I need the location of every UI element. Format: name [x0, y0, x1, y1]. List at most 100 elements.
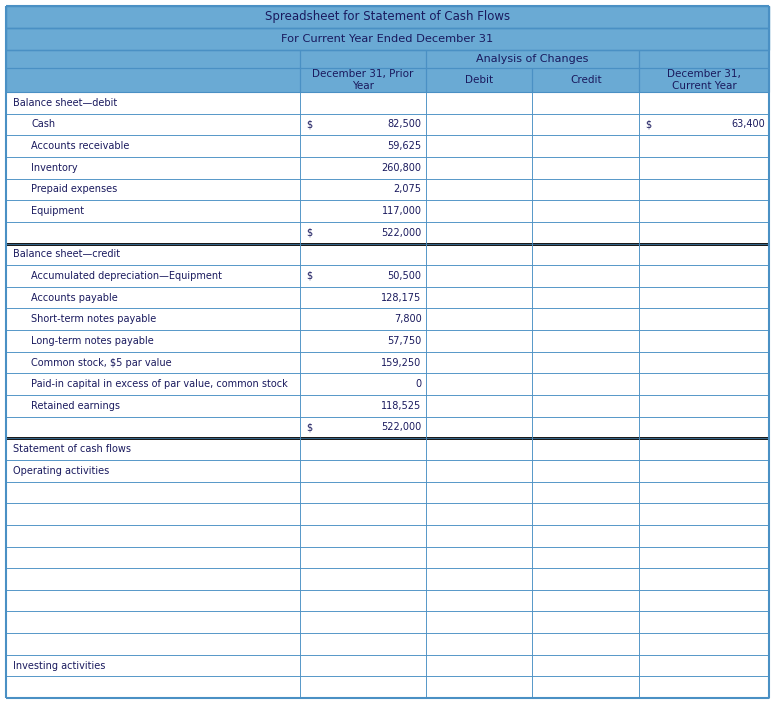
Bar — [532, 308, 639, 330]
Bar — [425, 439, 532, 460]
Bar — [300, 135, 425, 157]
Text: 50,500: 50,500 — [388, 271, 422, 281]
Bar — [639, 265, 769, 287]
Bar — [300, 308, 425, 330]
Bar — [532, 287, 639, 308]
Bar — [532, 568, 639, 590]
Bar — [6, 330, 300, 352]
Text: $: $ — [306, 271, 312, 281]
Bar — [532, 330, 639, 352]
Text: 128,175: 128,175 — [381, 293, 422, 303]
Bar — [425, 113, 532, 135]
Bar — [639, 244, 769, 265]
Bar — [639, 633, 769, 655]
Bar — [639, 655, 769, 677]
Bar — [6, 482, 300, 503]
Bar — [6, 373, 300, 395]
Bar — [639, 92, 769, 113]
Text: Cash: Cash — [31, 120, 55, 130]
Text: December 31,
Current Year: December 31, Current Year — [667, 69, 741, 91]
Text: Credit: Credit — [570, 75, 601, 85]
Bar — [300, 568, 425, 590]
Bar — [425, 135, 532, 157]
Bar — [639, 200, 769, 222]
Bar — [300, 482, 425, 503]
Bar — [425, 655, 532, 677]
Bar — [300, 157, 425, 179]
Bar — [639, 373, 769, 395]
Bar — [639, 460, 769, 482]
Bar — [6, 395, 300, 417]
Bar — [639, 68, 769, 92]
Bar — [300, 352, 425, 373]
Text: $: $ — [306, 422, 312, 432]
Text: Analysis of Changes: Analysis of Changes — [477, 54, 589, 64]
Bar — [532, 525, 639, 546]
Bar — [532, 244, 639, 265]
Bar — [6, 352, 300, 373]
Bar — [425, 50, 639, 68]
Bar — [532, 612, 639, 633]
Bar — [639, 439, 769, 460]
Bar — [6, 287, 300, 308]
Bar — [300, 417, 425, 439]
Bar — [532, 482, 639, 503]
Text: Accumulated depreciation—Equipment: Accumulated depreciation—Equipment — [31, 271, 222, 281]
Bar — [532, 655, 639, 677]
Bar — [532, 503, 639, 525]
Text: Inventory: Inventory — [31, 163, 78, 172]
Text: Long-term notes payable: Long-term notes payable — [31, 336, 153, 346]
Bar — [639, 287, 769, 308]
Text: Spreadsheet for Statement of Cash Flows: Spreadsheet for Statement of Cash Flows — [265, 11, 510, 23]
Text: Equipment: Equipment — [31, 206, 84, 216]
Bar — [425, 265, 532, 287]
Bar — [639, 503, 769, 525]
Bar — [639, 417, 769, 439]
Text: Balance sheet—debit: Balance sheet—debit — [13, 98, 117, 108]
Text: Paid-in capital in excess of par value, common stock: Paid-in capital in excess of par value, … — [31, 379, 288, 389]
Text: Retained earnings: Retained earnings — [31, 401, 120, 411]
Bar — [639, 330, 769, 352]
Bar — [300, 677, 425, 698]
Bar — [639, 482, 769, 503]
Bar — [425, 244, 532, 265]
Bar — [425, 417, 532, 439]
Bar — [300, 612, 425, 633]
Text: 57,750: 57,750 — [388, 336, 422, 346]
Bar — [300, 633, 425, 655]
Text: $: $ — [306, 227, 312, 238]
Bar — [532, 179, 639, 200]
Text: 118,525: 118,525 — [381, 401, 422, 411]
Bar — [6, 113, 300, 135]
Bar — [300, 460, 425, 482]
Bar — [300, 395, 425, 417]
Bar — [425, 157, 532, 179]
Text: Short-term notes payable: Short-term notes payable — [31, 314, 157, 325]
Bar — [532, 68, 639, 92]
Bar — [300, 373, 425, 395]
Text: 117,000: 117,000 — [381, 206, 422, 216]
Bar — [532, 352, 639, 373]
Text: 63,400: 63,400 — [732, 120, 765, 130]
Bar — [6, 590, 300, 612]
Bar — [639, 50, 769, 68]
Text: 522,000: 522,000 — [381, 422, 422, 432]
Bar — [639, 352, 769, 373]
Bar — [300, 200, 425, 222]
Bar — [6, 546, 300, 568]
Bar — [532, 157, 639, 179]
Bar — [6, 200, 300, 222]
Bar — [639, 179, 769, 200]
Bar — [6, 6, 769, 28]
Bar — [6, 460, 300, 482]
Bar — [639, 135, 769, 157]
Bar — [300, 439, 425, 460]
Bar — [532, 633, 639, 655]
Text: 260,800: 260,800 — [381, 163, 422, 172]
Text: Accounts receivable: Accounts receivable — [31, 141, 129, 151]
Bar — [300, 525, 425, 546]
Bar — [6, 677, 300, 698]
Bar — [639, 525, 769, 546]
Bar — [6, 439, 300, 460]
Bar — [6, 157, 300, 179]
